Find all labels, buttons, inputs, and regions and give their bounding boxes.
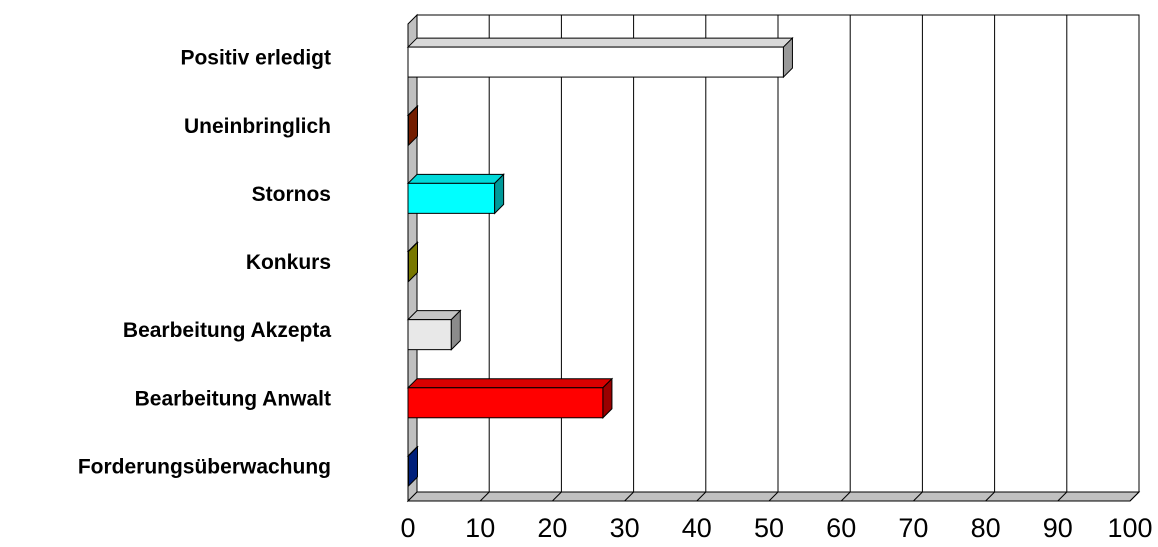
category-label: Bearbeitung Akzepta: [123, 319, 331, 342]
bar-front-face: [407, 387, 604, 419]
x-tick-labels: 0 10 20 30 40 50 60 70 80 90 100: [400, 513, 1152, 543]
bar-end-face: [782, 36, 793, 79]
floor-gridline: [913, 491, 923, 502]
bar-top-face: [406, 173, 505, 184]
category-label: Bearbeitung Anwalt: [135, 387, 331, 410]
category-label: Stornos: [252, 183, 331, 206]
bar: [406, 105, 419, 147]
bar-end-face: [450, 309, 461, 351]
floor-gridline: [1057, 491, 1068, 502]
category-label: Positiv erledigt: [180, 47, 331, 70]
bar: [406, 445, 419, 488]
floor-gridline: [552, 491, 562, 502]
floor-gridline: [1129, 491, 1140, 502]
floor-gridline: [479, 491, 490, 502]
bar-front-face: [407, 182, 496, 214]
x-tick-label: 0: [400, 513, 415, 543]
x-tick-label: 20: [537, 513, 567, 543]
x-tick-label: 90: [1043, 513, 1073, 543]
floor-gridline: [624, 491, 634, 502]
bars: [406, 36, 794, 488]
bar: [406, 309, 462, 351]
bar: [406, 173, 505, 215]
bar: [406, 241, 419, 283]
x-tick-label: 80: [971, 513, 1001, 543]
bar-front-face: [407, 46, 784, 78]
floor-gridline: [985, 491, 995, 502]
bar-top-face: [406, 37, 794, 48]
x-tick-label: 50: [754, 513, 784, 543]
category-label: Forderungsüberwachung: [78, 455, 331, 478]
bar-end-face: [408, 445, 418, 488]
bar-front-face: [407, 319, 452, 351]
x-tick-label: 30: [610, 513, 640, 543]
category-labels: Positiv erledigt Uneinbringlich Stornos Kon…: [78, 47, 332, 479]
category-label: Konkurs: [246, 251, 331, 274]
bar-end-face: [602, 377, 613, 419]
x-tick-label: 10: [465, 513, 495, 543]
bar: [406, 377, 614, 419]
floor-gridline: [768, 491, 779, 502]
category-label: Uneinbringlich: [184, 115, 331, 138]
floor-gridline: [696, 491, 707, 502]
x-tick-label: 100: [1107, 513, 1152, 543]
chart-walls: [406, 13, 1141, 503]
bar-top-face: [406, 378, 614, 389]
bar-end-face: [408, 105, 418, 147]
x-tick-label: 70: [898, 513, 928, 543]
x-tick-label: 60: [826, 513, 856, 543]
bar-end-face: [494, 173, 505, 215]
bar: [406, 36, 794, 79]
floor-gridline: [840, 491, 851, 502]
x-tick-label: 40: [682, 513, 712, 543]
bar-end-face: [408, 241, 418, 283]
